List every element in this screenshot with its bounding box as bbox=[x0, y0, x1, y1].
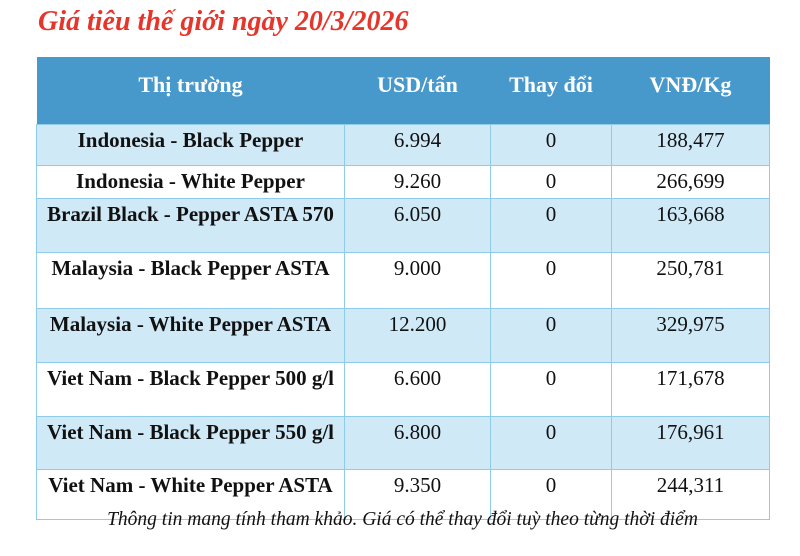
column-header-change: Thay đổi bbox=[490, 57, 612, 125]
market-cell: Malaysia - White Pepper ASTA bbox=[36, 308, 345, 363]
change-cell: 0 bbox=[490, 308, 612, 363]
vnd-cell: 171,678 bbox=[611, 362, 770, 417]
table-row: Brazil Black - Pepper ASTA 570 6.050 0 1… bbox=[36, 198, 770, 253]
vnd-cell: 244,311 bbox=[611, 469, 770, 520]
vnd-cell: 176,961 bbox=[611, 416, 770, 470]
page-title: Giá tiêu thế giới ngày 20/3/2026 bbox=[38, 6, 409, 37]
table-row: Malaysia - White Pepper ASTA 12.200 0 32… bbox=[36, 308, 770, 363]
header-row: Thị trường USD/tấn Thay đổi VNĐ/Kg bbox=[36, 57, 770, 125]
market-cell: Viet Nam - White Pepper ASTA bbox=[36, 469, 345, 520]
vnd-cell: 329,975 bbox=[611, 308, 770, 363]
vnd-cell: 250,781 bbox=[611, 252, 770, 309]
change-cell: 0 bbox=[490, 252, 612, 309]
usd-cell: 6.800 bbox=[344, 416, 491, 470]
table-row: Viet Nam - Black Pepper 550 g/l 6.800 0 … bbox=[36, 416, 770, 470]
table-row: Indonesia - White Pepper 9.260 0 266,699 bbox=[36, 165, 770, 199]
usd-cell: 9.260 bbox=[344, 165, 491, 199]
change-cell: 0 bbox=[490, 165, 612, 199]
column-header-usd: USD/tấn bbox=[344, 57, 491, 125]
change-cell: 0 bbox=[490, 124, 612, 166]
price-table: Thị trường USD/tấn Thay đổi VNĐ/Kg Indon… bbox=[36, 57, 770, 520]
column-header-market: Thị trường bbox=[36, 57, 345, 125]
table-row: Viet Nam - Black Pepper 500 g/l 6.600 0 … bbox=[36, 362, 770, 417]
market-cell: Viet Nam - Black Pepper 550 g/l bbox=[36, 416, 345, 470]
change-cell: 0 bbox=[490, 198, 612, 253]
market-cell: Brazil Black - Pepper ASTA 570 bbox=[36, 198, 345, 253]
usd-cell: 6.600 bbox=[344, 362, 491, 417]
change-cell: 0 bbox=[490, 469, 612, 520]
vnd-cell: 188,477 bbox=[611, 124, 770, 166]
table-row: Indonesia - Black Pepper 6.994 0 188,477 bbox=[36, 124, 770, 166]
change-cell: 0 bbox=[490, 416, 612, 470]
usd-cell: 9.000 bbox=[344, 252, 491, 309]
vnd-cell: 163,668 bbox=[611, 198, 770, 253]
market-cell: Malaysia - Black Pepper ASTA bbox=[36, 252, 345, 309]
vnd-cell: 266,699 bbox=[611, 165, 770, 199]
table-row: Malaysia - Black Pepper ASTA 9.000 0 250… bbox=[36, 252, 770, 309]
table-body: Indonesia - Black Pepper 6.994 0 188,477… bbox=[36, 124, 770, 520]
change-cell: 0 bbox=[490, 362, 612, 417]
footnote: Thông tin mang tính tham khảo. Giá có th… bbox=[107, 509, 698, 530]
market-cell: Indonesia - White Pepper bbox=[36, 165, 345, 199]
market-cell: Viet Nam - Black Pepper 500 g/l bbox=[36, 362, 345, 417]
table-header: Thị trường USD/tấn Thay đổi VNĐ/Kg bbox=[36, 57, 770, 125]
usd-cell: 6.050 bbox=[344, 198, 491, 253]
usd-cell: 12.200 bbox=[344, 308, 491, 363]
market-cell: Indonesia - Black Pepper bbox=[36, 124, 345, 166]
usd-cell: 6.994 bbox=[344, 124, 491, 166]
table-row: Viet Nam - White Pepper ASTA 9.350 0 244… bbox=[36, 469, 770, 520]
column-header-vnd: VNĐ/Kg bbox=[611, 57, 770, 125]
